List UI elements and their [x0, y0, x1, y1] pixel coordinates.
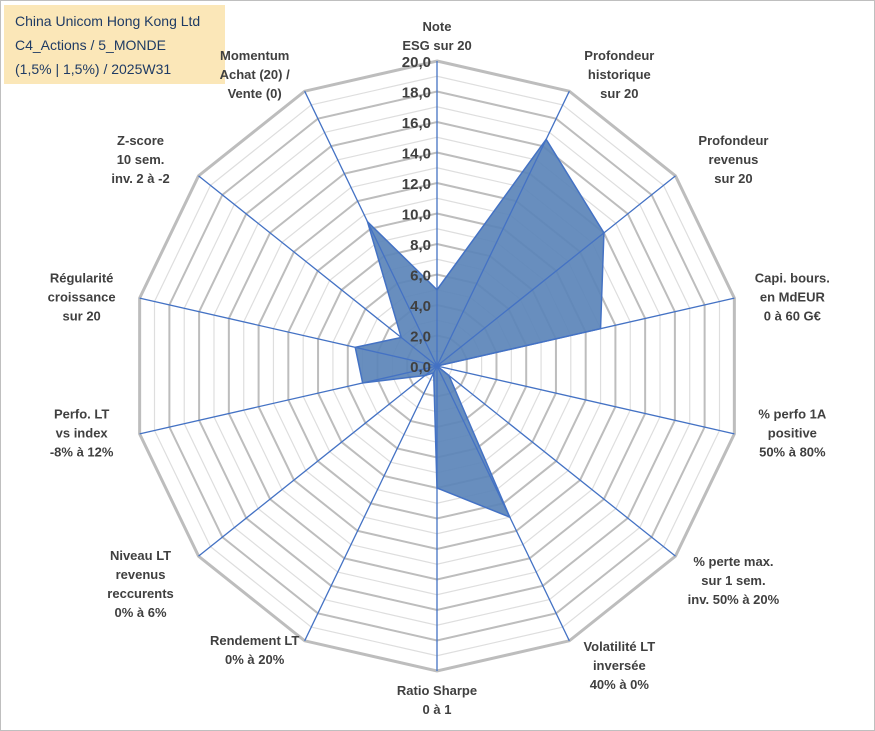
axis-label-line: reccurents: [107, 586, 173, 601]
axis-spoke: [304, 90, 438, 367]
axis-label: Niveau LT revenus reccurents 0% à 6%: [107, 548, 173, 620]
radial-tick-label: 18,0: [402, 85, 431, 102]
axis-spoke: [198, 365, 438, 557]
axis-label-line: Vente (0): [228, 86, 282, 101]
axis-label-line: Rendement LT: [210, 633, 299, 648]
axis-spoke: [436, 297, 735, 367]
axis-label-line: % perfo 1A: [758, 406, 827, 421]
axis-label-line: -8% à 12%: [50, 444, 114, 459]
axis-label: % perte max. sur 1 sem. inv. 50% à 20%: [688, 554, 780, 607]
axis-spoke: [198, 175, 438, 367]
radial-tick-label: 16,0: [402, 115, 431, 132]
radial-tick-label: 20,0: [402, 54, 431, 71]
axis-label-line: Régularité: [50, 271, 114, 286]
axis-spoke: [436, 175, 676, 367]
axis-label: Profondeur historique sur 20: [584, 48, 654, 101]
axis-label-line: inversée: [593, 658, 646, 673]
axis-label-line: inv. 2 à -2: [111, 171, 169, 186]
radial-tick-label: 8,0: [410, 237, 431, 254]
axis-label: Volatilité LT inversée 40% à 0%: [583, 639, 655, 692]
axis-label: Ratio Sharpe 0 à 1: [397, 683, 477, 717]
axis-label-line: Z-score: [117, 133, 164, 148]
axis-spoke: [436, 365, 676, 557]
axis-label-line: positive: [768, 425, 817, 440]
radial-tick-label: 6,0: [410, 268, 431, 285]
axis-spoke: [139, 297, 438, 367]
axis-label: Capi. bours. en MdEUR 0 à 60 G€: [755, 271, 830, 324]
radial-tick-label: 4,0: [410, 298, 431, 315]
axis-label-line: sur 20: [714, 171, 752, 186]
axis-spoke: [436, 90, 570, 367]
data-series-area: [354, 137, 605, 519]
axis-label-line: 0 à 1: [423, 702, 452, 717]
axis-label-line: 10 sem.: [117, 152, 165, 167]
axis-label-line: 40% à 0%: [590, 677, 650, 692]
axis-label-line: 50% à 80%: [759, 444, 826, 459]
axis-label-line: Note: [423, 19, 452, 34]
chart-title-line-2: C4_Actions / 5_MONDE: [15, 37, 166, 53]
axis-label-line: 0% à 6%: [115, 605, 167, 620]
axis-label-line: Volatilité LT: [583, 639, 655, 654]
radial-tick-label: 0,0: [410, 359, 431, 376]
axis-label-line: Profondeur: [584, 48, 654, 63]
axis-label: Note ESG sur 20: [402, 19, 471, 53]
axis-label: Régularité croissance sur 20: [48, 271, 116, 324]
axis-spoke: [436, 365, 735, 435]
axis-label-line: Momentum: [220, 48, 289, 63]
axis-label: Rendement LT 0% à 20%: [210, 633, 299, 667]
axis-label-line: % perte max.: [693, 554, 773, 569]
axis-label: Perfo. LT vs index -8% à 12%: [50, 406, 114, 459]
axis-label: Profondeur revenus sur 20: [698, 133, 768, 186]
axis-label-line: sur 20: [62, 309, 100, 324]
axis-label-line: Profondeur: [698, 133, 768, 148]
axis-label-line: croissance: [48, 290, 116, 305]
axis-label-line: Achat (20) /: [220, 67, 290, 82]
axis-label-line: Perfo. LT: [54, 406, 109, 421]
axis-label-line: vs index: [56, 425, 109, 440]
axis-spoke: [304, 365, 438, 642]
axis-label: Momentum Achat (20) / Vente (0): [220, 48, 290, 101]
radial-tick-label: 14,0: [402, 146, 431, 163]
axis-label-line: inv. 50% à 20%: [688, 592, 780, 607]
axis-label-line: historique: [588, 67, 651, 82]
chart-title-box: China Unicom Hong Kong Ltd C4_Actions / …: [4, 5, 225, 84]
axis-label-line: sur 20: [600, 86, 638, 101]
radial-tick-label: 2,0: [410, 329, 431, 346]
axis-label-line: Niveau LT: [110, 548, 171, 563]
axis-label-line: 0 à 60 G€: [764, 309, 821, 324]
axis-label-line: ESG sur 20: [402, 38, 471, 53]
chart-title-line-3: (1,5% | 1,5%) / 2025W31: [15, 61, 172, 77]
axis-label-line: 0% à 20%: [225, 652, 285, 667]
axis-label-line: Capi. bours.: [755, 271, 830, 286]
axis-label-line: en MdEUR: [760, 290, 826, 305]
axis-label: Z-score 10 sem. inv. 2 à -2: [111, 133, 169, 186]
axis-spoke: [436, 365, 570, 642]
radial-tick-label: 10,0: [402, 207, 431, 224]
axis-label-line: revenus: [709, 152, 759, 167]
axis-label-line: sur 1 sem.: [701, 573, 765, 588]
radial-tick-label: 12,0: [402, 176, 431, 193]
axis-label-line: Ratio Sharpe: [397, 683, 477, 698]
axis-spoke: [139, 365, 438, 435]
chart-title-line-1: China Unicom Hong Kong Ltd: [15, 13, 201, 29]
axis-label: % perfo 1A positive 50% à 80%: [758, 406, 827, 459]
axis-label-line: revenus: [116, 567, 166, 582]
